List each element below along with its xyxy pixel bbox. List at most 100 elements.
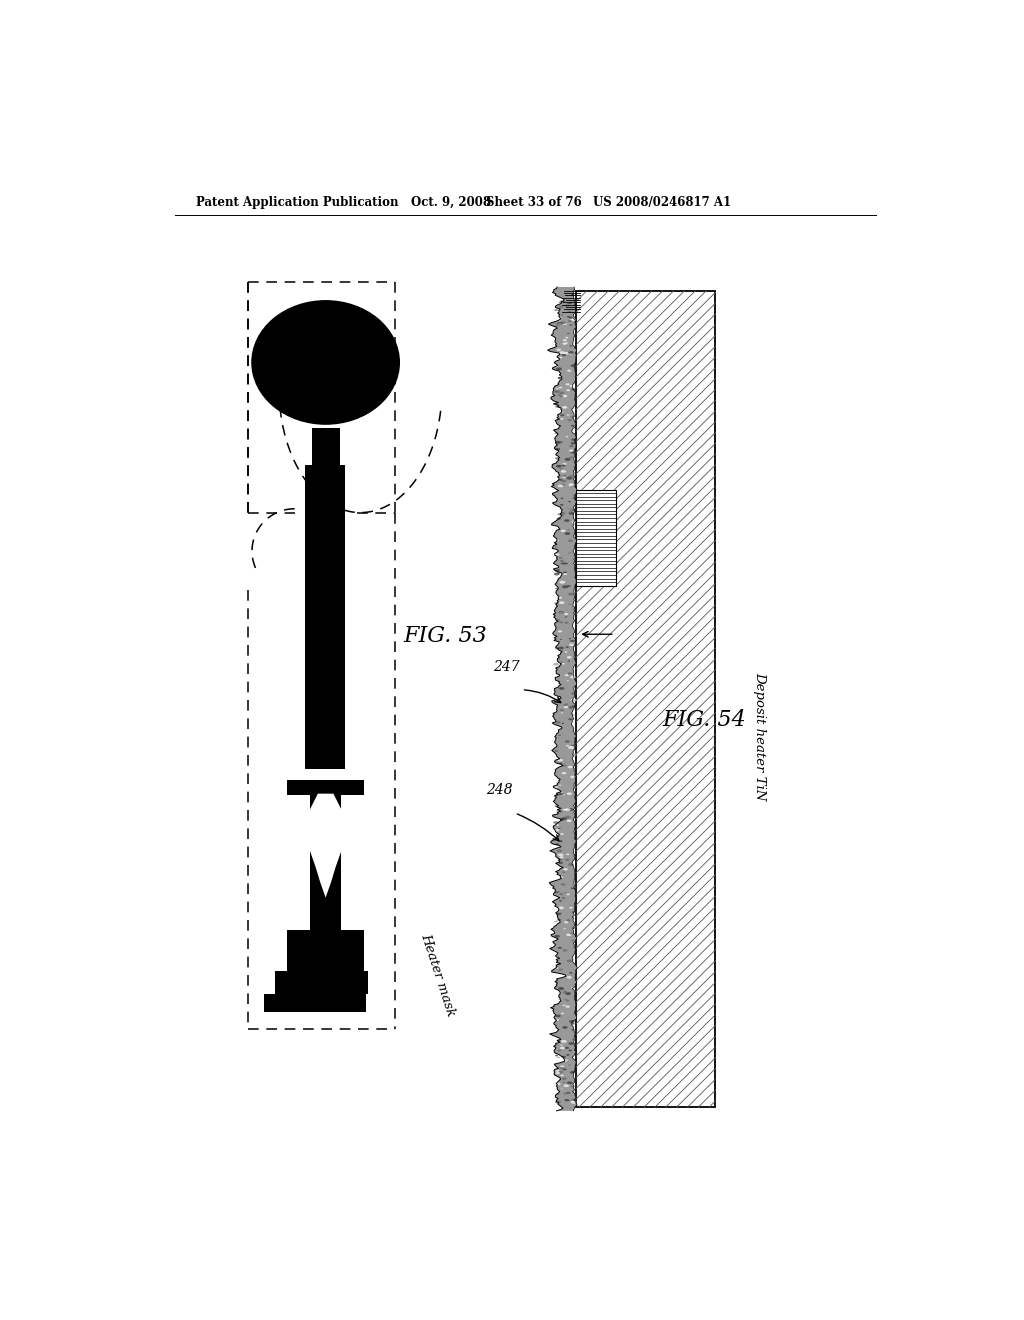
Ellipse shape [566, 477, 572, 479]
Ellipse shape [563, 459, 569, 463]
Ellipse shape [560, 1088, 563, 1089]
Ellipse shape [561, 1012, 564, 1014]
Ellipse shape [556, 348, 561, 351]
Ellipse shape [554, 935, 560, 937]
Ellipse shape [557, 1068, 560, 1069]
Ellipse shape [556, 1072, 560, 1074]
Text: 247: 247 [494, 660, 520, 673]
Ellipse shape [555, 325, 560, 326]
Ellipse shape [554, 553, 559, 556]
Ellipse shape [568, 512, 574, 515]
Ellipse shape [557, 915, 559, 916]
Ellipse shape [567, 521, 572, 524]
Ellipse shape [561, 1040, 566, 1043]
Ellipse shape [562, 477, 565, 478]
Ellipse shape [561, 1056, 566, 1059]
Ellipse shape [560, 1047, 565, 1049]
Ellipse shape [570, 676, 575, 678]
Ellipse shape [555, 405, 560, 408]
Ellipse shape [555, 647, 560, 649]
Ellipse shape [568, 508, 573, 511]
Text: Heater mask: Heater mask [419, 932, 458, 1018]
Ellipse shape [562, 772, 566, 775]
Ellipse shape [560, 1074, 564, 1076]
Ellipse shape [562, 898, 565, 899]
Ellipse shape [558, 387, 561, 388]
Bar [287, 795, 310, 929]
Ellipse shape [559, 581, 565, 583]
Ellipse shape [563, 352, 568, 355]
Ellipse shape [557, 919, 561, 921]
Ellipse shape [557, 322, 563, 325]
Ellipse shape [562, 342, 567, 345]
Ellipse shape [554, 787, 558, 788]
Bar [275, 970, 369, 994]
Ellipse shape [562, 585, 568, 589]
Ellipse shape [555, 432, 558, 434]
Ellipse shape [556, 367, 562, 371]
Ellipse shape [560, 504, 563, 506]
Ellipse shape [553, 821, 559, 824]
Ellipse shape [562, 1059, 567, 1061]
Ellipse shape [570, 425, 574, 426]
Ellipse shape [560, 709, 564, 711]
Ellipse shape [570, 318, 575, 321]
Ellipse shape [569, 990, 573, 991]
Ellipse shape [559, 612, 563, 614]
Ellipse shape [560, 418, 563, 420]
Ellipse shape [569, 972, 572, 974]
Ellipse shape [567, 808, 573, 810]
Ellipse shape [568, 713, 573, 715]
Ellipse shape [553, 331, 558, 334]
Bar [287, 945, 365, 970]
Ellipse shape [560, 483, 565, 486]
Ellipse shape [571, 393, 575, 395]
Text: Patent Application Publication: Patent Application Publication [197, 195, 398, 209]
Ellipse shape [559, 301, 562, 304]
Bar [311, 428, 340, 466]
Ellipse shape [567, 681, 570, 682]
Ellipse shape [557, 791, 563, 795]
Ellipse shape [556, 721, 560, 723]
Ellipse shape [570, 692, 577, 694]
Ellipse shape [559, 572, 562, 573]
Ellipse shape [565, 808, 570, 810]
Ellipse shape [557, 317, 562, 319]
Ellipse shape [562, 766, 565, 767]
Ellipse shape [561, 301, 566, 304]
Ellipse shape [566, 933, 571, 936]
Ellipse shape [561, 1077, 567, 1080]
Ellipse shape [560, 512, 565, 515]
Ellipse shape [565, 741, 569, 743]
Ellipse shape [558, 441, 563, 444]
Ellipse shape [559, 392, 564, 395]
Ellipse shape [251, 300, 400, 425]
Ellipse shape [562, 949, 567, 952]
Ellipse shape [571, 714, 574, 715]
Ellipse shape [559, 763, 562, 764]
Ellipse shape [568, 603, 571, 605]
Ellipse shape [561, 954, 567, 957]
Ellipse shape [555, 1101, 561, 1104]
Ellipse shape [560, 1065, 564, 1068]
Ellipse shape [555, 966, 559, 968]
Ellipse shape [565, 993, 571, 995]
Ellipse shape [556, 795, 559, 796]
Ellipse shape [557, 323, 563, 326]
Ellipse shape [560, 321, 566, 325]
Ellipse shape [568, 718, 572, 721]
Ellipse shape [555, 366, 558, 367]
Ellipse shape [570, 754, 577, 756]
Ellipse shape [570, 368, 575, 371]
Ellipse shape [570, 442, 574, 445]
Ellipse shape [562, 882, 566, 883]
Ellipse shape [571, 1061, 574, 1063]
Ellipse shape [555, 1015, 561, 1018]
Ellipse shape [562, 1082, 565, 1084]
Ellipse shape [564, 458, 570, 461]
Ellipse shape [562, 764, 566, 767]
Ellipse shape [555, 1007, 560, 1010]
Ellipse shape [569, 484, 572, 487]
Ellipse shape [566, 820, 571, 822]
Ellipse shape [563, 706, 568, 709]
